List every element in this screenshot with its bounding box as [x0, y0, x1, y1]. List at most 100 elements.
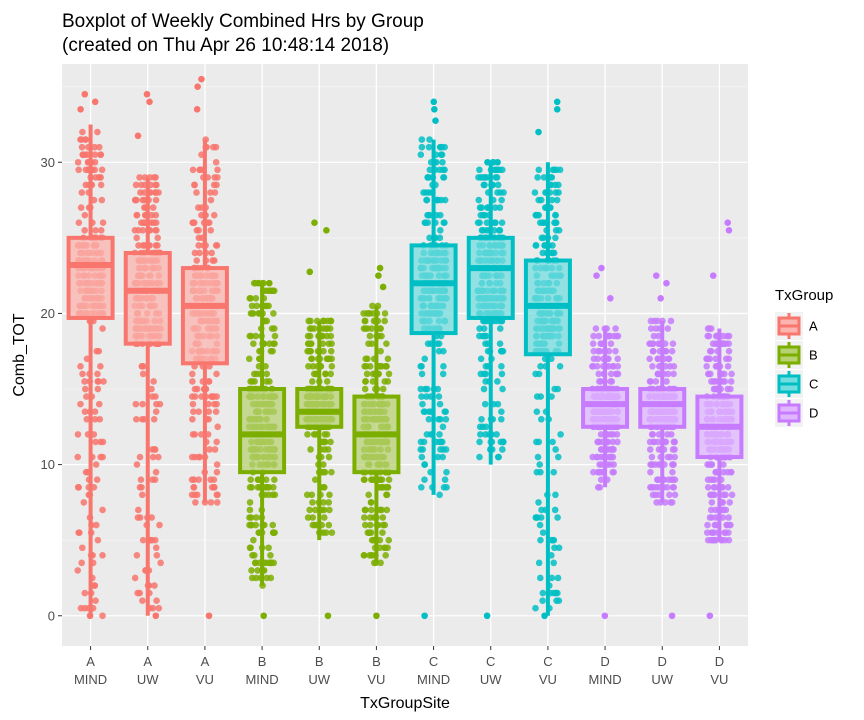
data-point: [325, 521, 333, 529]
data-point: [435, 393, 443, 400]
data-point: [366, 332, 374, 340]
data-point: [597, 431, 605, 438]
data-point: [539, 219, 547, 227]
x-tick-label-site: MIND: [417, 672, 450, 687]
data-point: [666, 491, 673, 499]
data-point: [148, 514, 156, 521]
data-point: [250, 340, 257, 347]
data-point: [90, 582, 98, 589]
data-point: [74, 567, 82, 574]
data-point: [664, 453, 672, 461]
data-point: [426, 234, 433, 242]
data-point: [480, 325, 488, 332]
data-point: [80, 499, 88, 506]
data-point: [191, 249, 199, 257]
data-point: [91, 151, 99, 159]
data-point: [593, 272, 600, 279]
data-point: [139, 597, 146, 604]
data-point: [271, 332, 279, 340]
data-point: [213, 370, 220, 378]
data-point: [309, 378, 316, 385]
legend-key-A: [775, 312, 803, 340]
data-point: [614, 363, 622, 370]
data-point: [669, 483, 677, 491]
data-point: [320, 461, 327, 468]
data-point: [612, 347, 619, 355]
data-point: [361, 476, 368, 484]
data-point: [385, 370, 393, 378]
data-point: [554, 574, 562, 582]
data-point: [131, 226, 139, 234]
data-point: [308, 491, 316, 499]
data-point: [206, 219, 213, 227]
data-point: [210, 211, 218, 219]
data-point: [368, 551, 376, 559]
data-point: [262, 483, 270, 491]
data-point: [483, 219, 491, 227]
chart-subtitle: (created on Thu Apr 26 10:48:14 2018): [62, 35, 389, 56]
data-point: [712, 521, 719, 529]
data-point: [361, 363, 368, 370]
data-point: [195, 408, 202, 415]
data-point: [478, 415, 485, 423]
data-point: [607, 340, 615, 347]
data-point: [590, 347, 598, 355]
data-point: [655, 476, 662, 484]
data-point: [552, 491, 559, 499]
data-point: [654, 355, 661, 363]
data-point: [704, 332, 712, 340]
data-point: [77, 400, 84, 408]
data-point: [670, 438, 678, 446]
data-point: [210, 476, 218, 484]
data-point: [140, 415, 148, 423]
data-point: [262, 476, 270, 484]
data-point: [724, 385, 732, 393]
data-point: [436, 166, 444, 174]
data-point: [537, 468, 544, 476]
data-point: [381, 310, 389, 317]
data-point: [438, 151, 446, 159]
x-tick-label-site: MIND: [74, 672, 107, 687]
data-point: [710, 483, 718, 491]
data-point: [552, 219, 560, 227]
data-point: [77, 204, 85, 211]
data-point: [649, 340, 657, 347]
boxes: [66, 124, 744, 616]
data-point: [83, 393, 90, 400]
data-point: [383, 340, 390, 347]
data-point: [94, 536, 102, 544]
data-point: [150, 378, 157, 385]
data-point: [210, 143, 217, 151]
data-point: [535, 128, 542, 136]
data-point: [499, 385, 506, 393]
data-point: [251, 559, 259, 567]
data-point: [425, 415, 433, 423]
data-point: [499, 446, 506, 453]
data-point: [94, 128, 101, 136]
data-point: [150, 174, 158, 181]
data-point: [75, 483, 83, 491]
data-point: [190, 483, 197, 491]
data-point: [246, 514, 253, 521]
data-point: [151, 582, 158, 589]
data-point: [479, 211, 487, 219]
data-point: [247, 544, 254, 552]
data-point: [419, 400, 426, 408]
data-point: [475, 196, 483, 204]
data-point: [99, 506, 106, 514]
data-point: [424, 174, 431, 181]
data-point: [725, 514, 732, 521]
data-point: [532, 242, 540, 249]
data-point: [82, 181, 90, 189]
data-point: [418, 370, 426, 378]
data-point: [439, 438, 446, 446]
data-point: [188, 476, 196, 484]
data-point: [601, 612, 609, 620]
data-point: [265, 544, 272, 552]
x-tick-label-site: MIND: [588, 672, 621, 687]
data-point: [477, 431, 484, 438]
data-point: [214, 166, 221, 174]
box-iqr: [466, 235, 515, 320]
data-point: [703, 363, 710, 370]
data-point: [476, 453, 483, 461]
